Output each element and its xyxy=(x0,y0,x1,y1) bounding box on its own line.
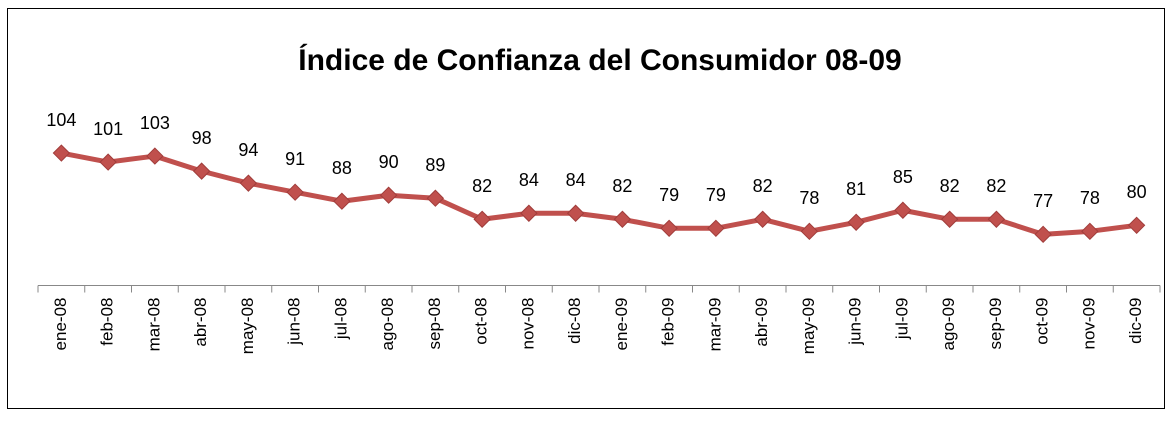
x-tick-label: ago-09 xyxy=(939,298,958,351)
x-tick-label: abr-08 xyxy=(191,298,210,347)
data-point xyxy=(379,186,398,204)
data-point xyxy=(426,189,445,207)
data-label: 90 xyxy=(379,152,399,172)
data-label: 82 xyxy=(472,176,492,196)
data-point xyxy=(239,174,258,192)
data-point xyxy=(660,219,678,238)
x-tick-label: dic-08 xyxy=(565,298,584,344)
data-label: 91 xyxy=(285,149,305,169)
x-tick-label: ene-08 xyxy=(51,298,70,351)
data-point xyxy=(613,210,632,228)
data-label: 82 xyxy=(612,176,632,196)
data-label: 78 xyxy=(799,188,819,208)
data-point xyxy=(520,204,538,222)
chart-title: Índice de Confianza del Consumidor 08-09 xyxy=(298,43,901,77)
data-label: 81 xyxy=(846,179,866,199)
data-label: 79 xyxy=(706,185,726,205)
data-point xyxy=(1081,222,1099,241)
x-tick-label: jun-08 xyxy=(285,298,304,346)
data-point xyxy=(894,201,912,219)
data-label: 79 xyxy=(659,185,679,205)
x-tick-label: ago-08 xyxy=(378,298,397,351)
x-tick-label: jun-09 xyxy=(846,298,865,346)
data-point xyxy=(1034,225,1052,244)
data-point xyxy=(753,210,772,228)
x-tick-label: mar-09 xyxy=(705,298,724,352)
data-point xyxy=(473,210,491,228)
data-point xyxy=(333,192,351,210)
data-label: 78 xyxy=(1080,188,1100,208)
data-point xyxy=(1127,216,1146,235)
data-label: 82 xyxy=(986,176,1006,196)
data-label: 85 xyxy=(893,167,913,187)
x-tick-label: sep-09 xyxy=(986,298,1005,350)
x-tick-label: oct-08 xyxy=(472,298,491,345)
data-label: 84 xyxy=(519,170,539,190)
data-label: 82 xyxy=(753,176,773,196)
x-tick-label: abr-09 xyxy=(752,298,771,347)
data-label: 103 xyxy=(140,113,170,133)
x-tick-label: mar-08 xyxy=(144,298,163,352)
data-label: 88 xyxy=(332,158,352,178)
x-tick-label: oct-09 xyxy=(1033,298,1052,345)
data-point xyxy=(286,183,304,201)
data-point xyxy=(146,147,164,165)
x-tick-label: feb-08 xyxy=(98,298,117,346)
x-tick-label: dic-09 xyxy=(1126,298,1145,344)
data-label: 77 xyxy=(1033,191,1053,211)
x-tick-label: may-09 xyxy=(799,298,818,355)
chart-border xyxy=(7,8,1165,409)
data-point xyxy=(566,204,585,222)
x-tick-label: ene-09 xyxy=(612,298,631,351)
data-label: 101 xyxy=(93,119,123,139)
data-point xyxy=(847,213,865,231)
data-point xyxy=(987,210,1006,228)
data-point xyxy=(99,153,117,171)
data-label: 98 xyxy=(192,128,212,148)
data-label: 84 xyxy=(566,170,586,190)
data-label: 82 xyxy=(940,176,960,196)
x-tick-label: nov-08 xyxy=(518,298,537,350)
x-tick-label: sep-08 xyxy=(425,298,444,350)
data-point xyxy=(52,144,71,162)
x-tick-label: may-08 xyxy=(238,298,257,355)
x-tick-label: nov-09 xyxy=(1079,298,1098,350)
data-point xyxy=(800,222,819,241)
data-label: 104 xyxy=(46,110,76,130)
data-label: 80 xyxy=(1127,182,1147,202)
data-point xyxy=(707,219,725,238)
data-label: 94 xyxy=(238,140,258,160)
x-tick-label: feb-09 xyxy=(659,298,678,346)
data-label: 89 xyxy=(425,155,445,175)
data-point xyxy=(192,162,211,180)
x-tick-label: jul-08 xyxy=(331,298,350,341)
x-tick-label: jul-09 xyxy=(892,298,911,341)
data-point xyxy=(940,210,959,228)
